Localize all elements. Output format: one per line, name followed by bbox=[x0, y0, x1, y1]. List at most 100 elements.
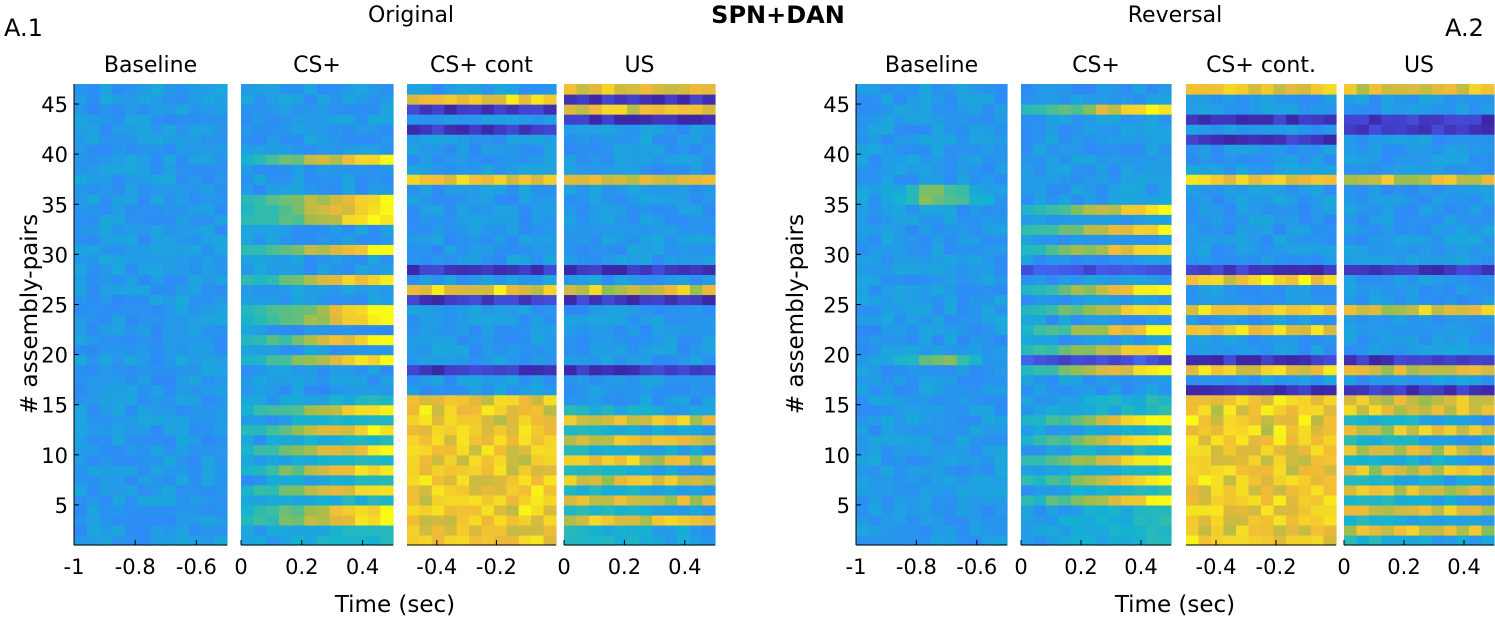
heatmap-cell bbox=[626, 94, 641, 105]
heatmap-cell bbox=[456, 434, 470, 446]
heatmap-cell bbox=[931, 284, 945, 296]
heatmap-cell bbox=[1211, 84, 1225, 95]
heatmap-cell bbox=[639, 294, 653, 306]
heatmap-cell bbox=[431, 94, 445, 105]
heatmap-cell bbox=[1469, 144, 1483, 155]
heatmap-cell bbox=[456, 194, 470, 205]
heatmap-cell bbox=[956, 314, 970, 326]
heatmap-cell bbox=[576, 414, 590, 426]
heatmap-cell bbox=[1236, 524, 1250, 536]
heatmap-cell bbox=[419, 314, 433, 326]
heatmap-cell bbox=[419, 284, 433, 296]
heatmap-cell bbox=[214, 414, 228, 426]
heatmap-cell bbox=[1311, 414, 1325, 426]
heatmap-cell bbox=[506, 124, 520, 135]
heatmap-cell bbox=[1186, 184, 1200, 195]
heatmap-cell bbox=[380, 504, 394, 516]
heatmap-cell bbox=[1381, 534, 1395, 546]
heatmap-cell bbox=[1394, 474, 1408, 486]
heatmap-cell bbox=[1186, 414, 1200, 426]
heatmap-cell bbox=[1311, 104, 1325, 115]
heatmap-cell bbox=[150, 504, 164, 516]
heatmap-cell bbox=[419, 294, 433, 306]
heatmap-cell bbox=[201, 134, 215, 145]
heatmap-cell bbox=[1121, 164, 1135, 175]
heatmap-cell bbox=[456, 94, 470, 105]
heatmap-cell bbox=[1058, 264, 1072, 276]
heatmap-cell bbox=[639, 444, 653, 456]
heatmap-cell bbox=[469, 224, 483, 235]
heatmap-cell bbox=[1311, 264, 1325, 276]
heatmap-cell bbox=[291, 474, 305, 486]
heatmap-cell bbox=[469, 384, 483, 396]
heatmap-cell bbox=[981, 414, 996, 426]
heatmap-cell bbox=[137, 144, 152, 155]
heatmap-cell bbox=[856, 104, 870, 115]
heatmap-cell bbox=[1298, 264, 1312, 276]
heatmap-cell bbox=[1469, 364, 1483, 376]
heatmap-cell bbox=[99, 274, 113, 286]
heatmap-cell bbox=[893, 104, 907, 115]
heatmap-cell bbox=[1394, 314, 1408, 326]
heatmap-cell bbox=[1261, 164, 1275, 175]
heatmap-cell bbox=[1158, 354, 1172, 366]
heatmap-cell bbox=[188, 274, 203, 286]
heatmap-cell bbox=[1406, 284, 1420, 296]
heatmap-cell bbox=[1223, 354, 1237, 366]
heatmap-cell bbox=[1369, 224, 1383, 235]
heatmap-cell bbox=[531, 334, 545, 346]
heatmap-cell bbox=[1381, 134, 1395, 145]
heatmap-cell bbox=[1186, 514, 1200, 526]
heatmap-cell bbox=[1311, 214, 1325, 225]
heatmap-cell bbox=[543, 374, 557, 386]
heatmap-cell bbox=[702, 454, 716, 466]
heatmap-cell bbox=[241, 354, 255, 366]
heatmap-cell bbox=[1121, 194, 1135, 205]
heatmap-cell bbox=[702, 224, 716, 235]
heatmap-cell bbox=[1071, 524, 1085, 536]
heatmap-cell bbox=[1236, 324, 1250, 336]
heatmap-cell bbox=[1033, 524, 1047, 536]
heatmap-cell bbox=[1261, 454, 1275, 466]
heatmap-cell bbox=[944, 164, 958, 175]
heatmap-cell bbox=[444, 214, 458, 225]
heatmap-cell bbox=[279, 84, 293, 95]
heatmap-cell bbox=[380, 384, 394, 396]
heatmap-cell bbox=[380, 284, 394, 296]
heatmap-cell bbox=[689, 94, 704, 105]
heatmap-cell bbox=[893, 174, 907, 185]
heatmap-cell bbox=[531, 514, 545, 526]
heatmap-cell bbox=[86, 254, 101, 265]
heatmap-cell bbox=[1248, 474, 1262, 486]
heatmap-cell bbox=[1394, 524, 1408, 536]
heatmap-cell bbox=[543, 394, 557, 406]
heatmap-cell bbox=[893, 294, 907, 306]
heatmap-cell bbox=[1211, 504, 1225, 516]
heatmap-cell bbox=[481, 214, 495, 225]
heatmap-cell bbox=[1419, 104, 1433, 115]
heatmap-cell bbox=[1369, 304, 1383, 316]
heatmap-cell bbox=[1419, 494, 1433, 506]
heatmap-cell bbox=[355, 524, 369, 536]
heatmap-cell bbox=[506, 484, 520, 496]
heatmap-cell bbox=[291, 534, 305, 546]
heatmap-cell bbox=[317, 84, 331, 95]
heatmap-cell bbox=[1394, 404, 1408, 416]
heatmap-cell bbox=[1198, 234, 1212, 245]
heatmap-cell bbox=[419, 464, 433, 476]
heatmap-cell bbox=[1481, 354, 1495, 366]
heatmap-cell bbox=[291, 214, 305, 225]
heatmap-cell bbox=[163, 224, 177, 235]
heatmap-cell bbox=[576, 274, 590, 286]
heatmap-cell bbox=[1456, 314, 1470, 326]
heatmap-cell bbox=[1033, 134, 1047, 145]
heatmap-cell bbox=[1046, 164, 1060, 175]
heatmap-cell bbox=[317, 444, 331, 456]
heatmap-cell bbox=[1158, 194, 1172, 205]
heatmap-cell bbox=[702, 184, 716, 195]
heatmap-cell bbox=[1058, 244, 1072, 255]
heatmap-cell bbox=[176, 294, 190, 306]
heatmap-cell bbox=[317, 174, 331, 185]
heatmap-cell bbox=[201, 414, 215, 426]
heatmap-cell bbox=[981, 494, 996, 506]
